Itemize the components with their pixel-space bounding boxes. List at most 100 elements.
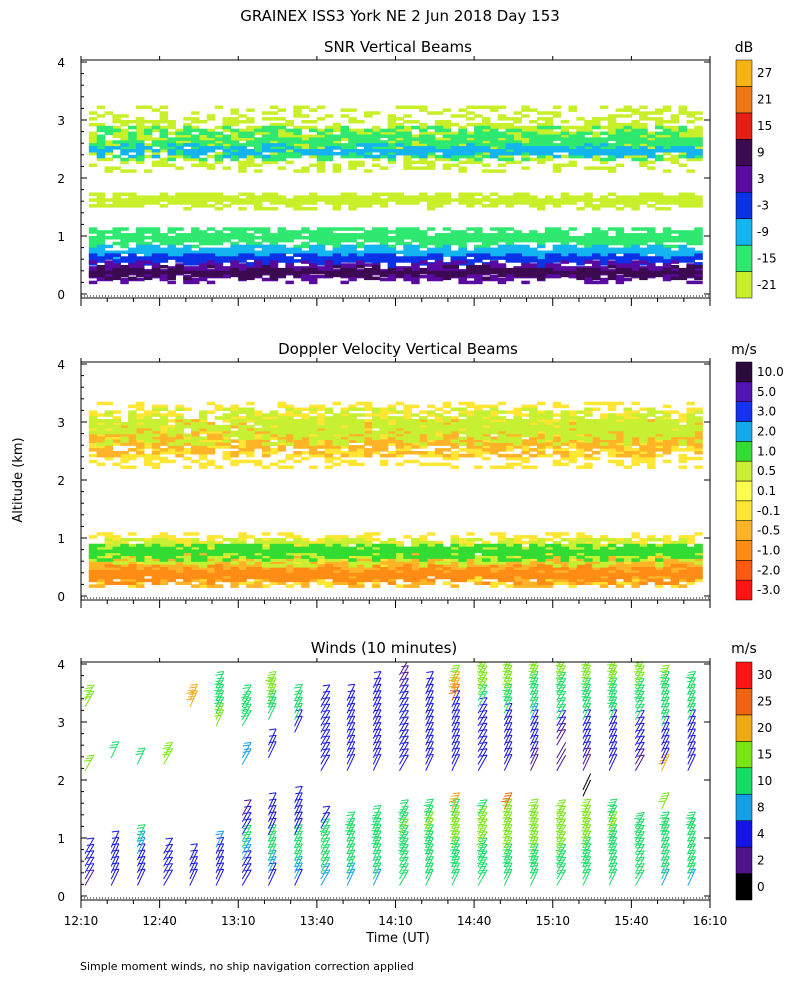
contour-cell [222, 250, 231, 254]
contour-cell [395, 584, 404, 588]
contour-cell [584, 125, 593, 130]
contour-cell [419, 256, 428, 260]
contour-cell [379, 230, 389, 234]
contour-cell [214, 207, 224, 211]
contour-cell [552, 227, 562, 231]
contour-cell [529, 263, 538, 267]
contour-cell [348, 166, 357, 170]
contour-cell [560, 236, 570, 240]
contour-cell [623, 151, 632, 156]
contour-cell [411, 160, 420, 165]
contour-cell [647, 259, 656, 263]
contour-cell [670, 140, 680, 144]
contour-cell [521, 195, 530, 199]
contour-cell [662, 236, 672, 240]
contour-cell [466, 265, 475, 269]
contour-cell [450, 236, 459, 240]
contour-cell [537, 256, 546, 260]
contour-cell [513, 195, 522, 199]
contour-cell [505, 253, 515, 257]
contour-cell [403, 227, 412, 231]
contour-cell [120, 151, 129, 156]
contour-cell [88, 266, 98, 270]
contour-cell [340, 198, 349, 202]
contour-cell [88, 280, 98, 285]
contour-cell [222, 253, 231, 257]
contour-cell [639, 134, 648, 138]
contour-cell [513, 192, 522, 196]
contour-cell [96, 259, 106, 263]
contour-cell [395, 266, 404, 270]
contour-cell [489, 241, 499, 246]
contour-cell [128, 253, 137, 257]
contour-cell [167, 424, 176, 429]
contour-cell [112, 128, 121, 133]
contour-cell [379, 192, 389, 196]
contour-cell [576, 250, 585, 254]
contour-cell [309, 195, 318, 199]
contour-cell [301, 236, 310, 240]
contour-cell [458, 149, 467, 153]
contour-cell [136, 236, 145, 240]
contour-cell [175, 247, 184, 252]
contour-cell [230, 267, 239, 272]
contour-cell [599, 238, 609, 243]
contour-cell [128, 263, 137, 267]
contour-cell [411, 247, 420, 252]
contour-cell [206, 250, 216, 254]
contour-cell [560, 266, 570, 270]
contour-cell [269, 157, 279, 162]
contour-cell [592, 134, 601, 138]
contour-cell [411, 140, 420, 144]
contour-cell [128, 250, 137, 254]
contour-cell [450, 265, 459, 269]
contour-cell [419, 131, 428, 136]
contour-cell [230, 146, 239, 150]
contour-cell [285, 256, 294, 260]
contour-cell [238, 143, 247, 147]
contour-cell [560, 195, 570, 199]
contour-cell [607, 154, 617, 159]
contour-cell [442, 241, 452, 246]
contour-cell [639, 540, 648, 545]
contour-cell [434, 120, 444, 124]
contour-cell [694, 195, 703, 199]
contour-cell [167, 238, 176, 243]
contour-cell [340, 244, 349, 249]
contour-cell [253, 578, 263, 583]
contour-cell [183, 456, 192, 461]
contour-cell [560, 120, 570, 124]
contour-cell [607, 120, 617, 124]
contour-cell [112, 263, 121, 267]
contour-cell [599, 149, 609, 153]
contour-cell [261, 140, 271, 144]
contour-cell [607, 169, 617, 173]
contour-cell [419, 238, 428, 243]
contour-cell [112, 198, 121, 202]
contour-cell [277, 465, 287, 469]
contour-cell [309, 540, 318, 545]
contour-cell [654, 108, 664, 112]
contour-cell [324, 263, 334, 267]
contour-cell [631, 146, 640, 150]
contour-cell [371, 532, 381, 536]
contour-cell [654, 236, 664, 240]
contour-cell [662, 238, 672, 243]
contour-cell [88, 256, 98, 260]
contour-cell [316, 163, 326, 167]
contour-cell [159, 128, 169, 133]
contour-cell [348, 273, 357, 278]
contour-cell [497, 250, 507, 254]
contour-cell [481, 244, 491, 249]
contour-cell [481, 253, 491, 257]
contour-cell [521, 267, 530, 272]
contour-cell [324, 137, 334, 141]
contour-cell [411, 195, 420, 199]
contour-cell [481, 117, 491, 121]
contour-cell [537, 146, 546, 150]
contour-cell [450, 256, 459, 260]
contour-cell [309, 259, 318, 263]
contour-cell [246, 270, 255, 275]
contour-cell [285, 137, 294, 141]
